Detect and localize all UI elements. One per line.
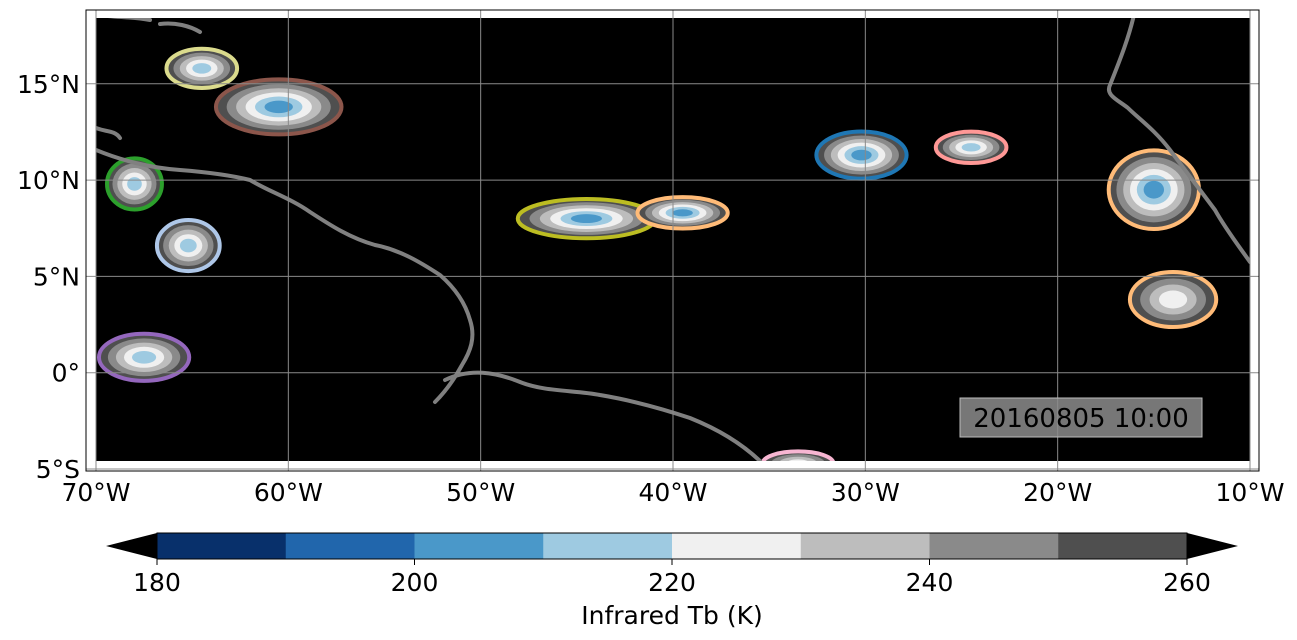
track-outline [105,156,164,212]
track-outline [933,129,1009,166]
colorbar-bin [157,533,287,559]
track-outline [635,195,730,231]
longitude-tick: 40°W [638,478,707,507]
tb-contour [570,214,602,224]
longitude-tick: 50°W [446,478,515,507]
convective-system-caribbean-nw [164,46,240,91]
tb-contour [1158,290,1188,309]
tb-contour [779,456,817,461]
convective-system-equator-west [96,331,192,383]
colorbar-tick: 260 [1163,568,1211,597]
tb-contour [127,177,142,191]
longitude-tick: 30°W [831,478,900,507]
track-outline [1127,269,1219,330]
tb-contour [851,149,872,161]
track-outline [154,218,222,274]
colorbar-tick: 240 [906,568,954,597]
track-outline [814,129,909,181]
coastline-caribbean [96,18,202,140]
track-outline [761,449,835,461]
convective-system-itcz-east2 [933,129,1009,166]
coastlines [96,18,1250,461]
graticule [86,10,1259,471]
colorbar-bin [285,533,415,559]
tb-contour [672,209,693,217]
convective-system-itcz-east [814,129,909,181]
timestamp-box: 20160805 10:00 [959,397,1203,438]
convective-system-africa-south [1127,269,1219,330]
longitude-tick: 70°W [61,478,130,507]
colorbar-bin [929,533,1059,559]
coastline-brazil [443,370,762,461]
coastline-west-africa [1106,18,1250,264]
latitude-tick: 15°N [17,70,80,99]
latitude-tick: 0° [52,359,80,388]
latitude-tick: 10°N [17,166,80,195]
tb-contour [264,100,293,114]
colorbar-bin [1058,533,1188,559]
tb-contour [788,459,808,461]
tb-contour [1143,180,1165,199]
map-frame [85,9,1260,472]
coastline-south-america-north [96,148,475,404]
convective-system-itcz-west [515,196,658,241]
track-outline [164,46,240,91]
colorbar-bin [414,533,544,559]
latitude-tick: 5°N [33,262,80,291]
longitude-tick-labels: 70°W 60°W 50°W 40°W 30°W 20°W 10°W [61,478,1284,507]
track-outline [213,77,344,137]
cloud-top-temperature-field [96,46,1219,461]
convective-system-venezuela [154,218,222,274]
colorbar-tick: 220 [648,568,696,597]
convective-system-caribbean-north [213,77,344,137]
colorbar-tick: 200 [391,568,439,597]
colorbar-bin [672,533,802,559]
convective-system-brazil-coast [761,449,835,461]
tb-contour [961,143,981,152]
track-outline [96,331,192,383]
latitude-tick: 5°S [36,455,80,484]
tb-contour [132,350,157,364]
tb-contour [192,63,212,74]
colorbar-tick: 180 [133,568,181,597]
convective-system-caribbean-w [105,156,164,212]
colorbar-tick-labels: 180 200 220 240 260 [133,559,1211,597]
colorbar-under-arrow [106,533,157,559]
colorbar-over-arrow [1187,533,1238,559]
colorbar-label: Infrared Tb (K) [581,601,763,630]
tb-contour [179,238,197,253]
convective-system-africa-coast [1106,148,1201,232]
convective-system-itcz-mid [635,195,730,231]
colorbar-bin [800,533,930,559]
longitude-tick: 20°W [1023,478,1092,507]
longitude-tick: 60°W [254,478,323,507]
latitude-tick-labels: 15°N 10°N 5°N 0° 5°S [17,70,80,484]
longitude-tick: 10°W [1215,478,1284,507]
colorbar [106,532,1238,560]
colorbar-bin [543,533,673,559]
timestamp-label: 20160805 10:00 [973,404,1189,434]
